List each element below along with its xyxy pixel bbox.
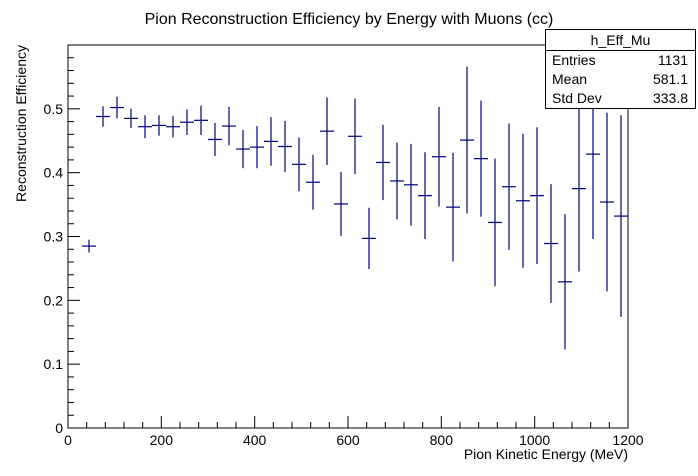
data-points xyxy=(82,66,628,350)
stats-value: 1131 xyxy=(657,52,688,68)
y-tick-label: 0.4 xyxy=(44,165,64,181)
y-tick-label: 0.5 xyxy=(44,101,64,117)
data-point xyxy=(390,142,404,220)
data-point xyxy=(460,66,474,214)
data-point xyxy=(446,152,460,262)
y-tick-label: 0.3 xyxy=(44,229,64,245)
data-point xyxy=(558,214,572,350)
data-point xyxy=(82,239,96,253)
axis-tick-labels: 0 200 400 600 800 1000 1200 0 0.1 0.2 0.3 0.4 0.5 xyxy=(44,101,644,448)
data-point xyxy=(544,184,558,303)
x-axis-label: Pion Kinetic Energy (MeV) xyxy=(464,446,628,462)
y-tick-label: 0.1 xyxy=(44,356,64,372)
data-point xyxy=(516,133,530,268)
data-point xyxy=(376,124,390,201)
chart-title: Pion Reconstruction Efficiency by Energy… xyxy=(145,11,554,28)
stats-label: Std Dev xyxy=(552,90,602,106)
stats-row-stddev: Std Dev 333.8 xyxy=(546,89,695,108)
data-point xyxy=(418,152,432,240)
x-tick-label: 0 xyxy=(64,432,72,448)
data-point xyxy=(306,154,320,210)
y-tick-label: 0.2 xyxy=(44,292,64,308)
data-point xyxy=(166,115,180,138)
x-tick-label: 600 xyxy=(336,432,360,448)
data-point xyxy=(348,98,362,174)
data-point xyxy=(236,129,250,169)
data-point xyxy=(502,123,516,250)
data-point xyxy=(138,115,152,139)
data-point xyxy=(250,126,264,169)
stats-box: h_Eff_Mu Entries 1131 Mean 581.1 Std Dev… xyxy=(545,29,696,109)
data-point xyxy=(320,97,334,166)
stats-value: 333.8 xyxy=(652,90,688,106)
data-point xyxy=(110,96,124,119)
data-point xyxy=(474,100,488,217)
data-point xyxy=(96,106,110,127)
data-point xyxy=(278,120,292,173)
x-tick-label: 1000 xyxy=(519,432,550,448)
stats-row-mean: Mean 581.1 xyxy=(546,70,695,89)
stats-value: 581.1 xyxy=(652,71,688,87)
data-point xyxy=(362,207,376,270)
data-point xyxy=(264,117,278,166)
data-point xyxy=(572,105,586,272)
stats-label: Mean xyxy=(552,71,588,87)
y-tick-label: 0 xyxy=(55,420,63,436)
stats-row-entries: Entries 1131 xyxy=(546,51,695,70)
y-axis-label: Reconstruction Efficiency xyxy=(13,45,29,202)
data-point xyxy=(222,106,236,146)
stats-box-title: h_Eff_Mu xyxy=(546,30,695,51)
x-tick-label: 1200 xyxy=(612,432,643,448)
axis-ticks xyxy=(67,44,629,429)
data-point xyxy=(180,109,194,136)
data-point xyxy=(124,108,138,128)
data-point xyxy=(614,115,628,317)
data-point xyxy=(600,112,614,292)
data-point xyxy=(152,115,166,136)
x-tick-label: 400 xyxy=(243,432,267,448)
data-point xyxy=(208,122,222,157)
stats-label: Entries xyxy=(552,52,596,68)
data-point xyxy=(292,137,306,192)
x-tick-label: 200 xyxy=(150,432,174,448)
data-point xyxy=(334,172,348,236)
data-point xyxy=(404,143,418,226)
data-point xyxy=(194,105,208,136)
data-point xyxy=(488,158,502,287)
data-point xyxy=(530,127,544,264)
plot-frame xyxy=(67,44,629,429)
data-point xyxy=(432,106,446,207)
x-tick-label: 800 xyxy=(430,432,454,448)
